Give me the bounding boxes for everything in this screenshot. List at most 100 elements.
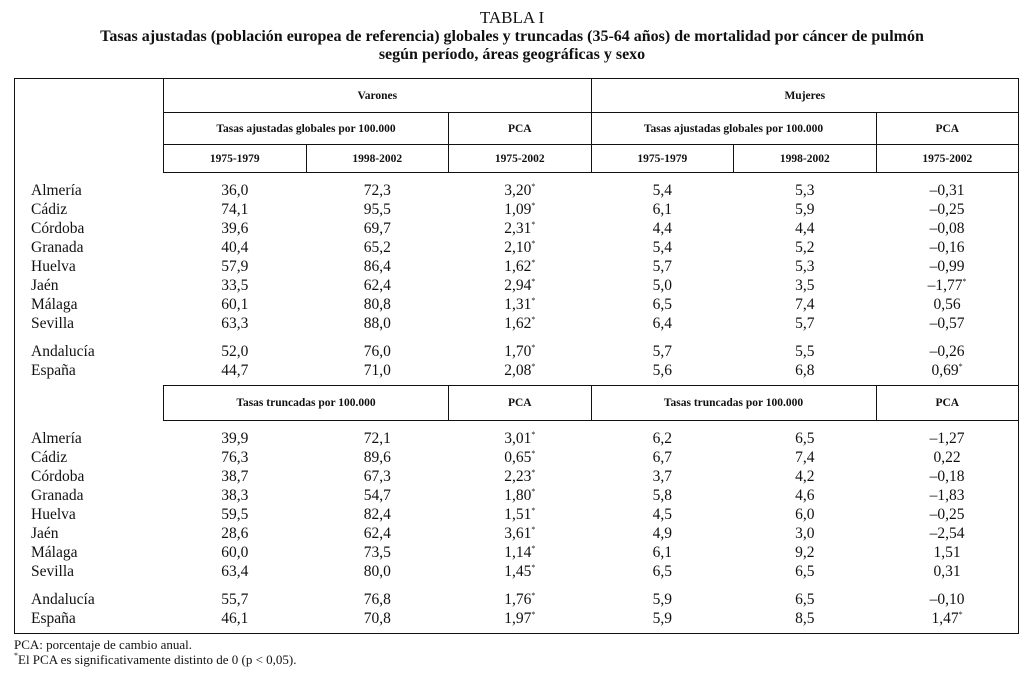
row-name: Jaén xyxy=(31,525,59,542)
data-row: Andalucía 55,7 76,8 1,76* 5,9 6,5 –0,10 xyxy=(15,581,1019,609)
cell: 60,1 xyxy=(221,296,249,313)
data-row: Málaga 60,0 73,5 1,14* 6,1 9,2 1,51 xyxy=(15,543,1019,562)
cell: 0,69* xyxy=(931,362,963,379)
cell: 1,62* xyxy=(504,315,536,332)
row-name: Córdoba xyxy=(31,220,85,237)
row-name: Málaga xyxy=(31,544,78,561)
cell: 6,5 xyxy=(795,563,815,580)
cell: 4,4 xyxy=(795,220,815,237)
cell: 52,0 xyxy=(221,343,249,360)
cell: 1,97* xyxy=(504,610,536,627)
row-name: Almería xyxy=(31,429,82,447)
cell: 6,0 xyxy=(795,506,815,523)
row-name: Sevilla xyxy=(31,563,75,580)
row-name: Huelva xyxy=(31,506,76,523)
blank-cell xyxy=(14,78,164,173)
period-header: 1975-2002 xyxy=(875,144,1020,173)
cell: 1,51* xyxy=(504,506,536,523)
cell: 5,7 xyxy=(652,258,672,275)
cell: 3,5 xyxy=(795,277,815,294)
cell: 5,2 xyxy=(795,239,815,256)
cell: 5,9 xyxy=(652,591,672,608)
cell: 28,6 xyxy=(221,525,249,542)
cell: 6,5 xyxy=(795,430,815,447)
blank-cell xyxy=(14,385,164,421)
cell: 39,6 xyxy=(221,220,249,237)
cell: –2,54 xyxy=(929,525,965,542)
cell: –0,18 xyxy=(929,468,965,485)
cell: 86,4 xyxy=(363,258,391,275)
period-header: 1975-1979 xyxy=(590,144,735,173)
cell: 2,10* xyxy=(504,239,536,256)
cell: 4,9 xyxy=(652,525,672,542)
cell: 82,4 xyxy=(363,506,391,523)
subheader: PCA xyxy=(875,112,1020,145)
cell: 80,0 xyxy=(363,563,391,580)
data-row: España 46,1 70,8 1,97* 5,9 8,5 1,47* xyxy=(15,609,1019,634)
footnote: PCA: porcentaje de cambio anual. xyxy=(14,637,192,652)
cell: 5,4 xyxy=(652,182,672,199)
subheader: PCA xyxy=(448,112,592,145)
cell: 8,5 xyxy=(795,610,815,627)
data-row: Andalucía 52,0 76,0 1,70* 5,7 5,5 –0,26 xyxy=(15,333,1019,361)
row-name: Almería xyxy=(31,181,82,199)
cell: 9,2 xyxy=(795,544,815,561)
cell: 76,0 xyxy=(363,343,391,360)
cell: 1,09* xyxy=(504,201,536,218)
cell: 72,3 xyxy=(363,182,391,199)
cell: 62,4 xyxy=(363,525,391,542)
cell: 4,6 xyxy=(795,487,815,504)
row-name: Andalucía xyxy=(31,343,95,360)
row-name: Andalucía xyxy=(31,591,95,608)
row-name: Granada xyxy=(31,239,84,256)
table-title: Tasas ajustadas (población europea de re… xyxy=(100,28,924,45)
cell: 0,31 xyxy=(933,563,961,580)
data-row: Cádiz 76,3 89,6 0,65* 6,7 7,4 0,22 xyxy=(15,448,1019,467)
cell: 73,5 xyxy=(363,544,391,561)
cell: 38,3 xyxy=(221,487,249,504)
cell: –0,31 xyxy=(929,182,965,199)
cell: 5,3 xyxy=(795,182,815,199)
cell: 0,56 xyxy=(933,296,961,313)
cell: 72,1 xyxy=(363,430,391,447)
data-row: Almería 36,0 72,3 3,20* 5,4 5,3 –0,31 xyxy=(15,173,1019,201)
cell: 5,7 xyxy=(652,343,672,360)
cell: –0,26 xyxy=(929,343,965,360)
data-table: Varones Mujeres Tasas ajustadas globales p… xyxy=(14,78,1020,634)
row-name: Córdoba xyxy=(31,468,85,485)
cell: 3,7 xyxy=(652,468,672,485)
data-row: Córdoba 39,6 69,7 2,31* 4,4 4,4 –0,08 xyxy=(15,219,1019,238)
cell: 3,0 xyxy=(795,525,815,542)
period-header: 1998-2002 xyxy=(733,144,877,173)
header-row: Varones Mujeres xyxy=(14,78,1020,173)
cell: 4,4 xyxy=(652,220,672,237)
table-title: según período, áreas geográficas y sexo xyxy=(378,46,646,63)
row-name: Granada xyxy=(31,487,84,504)
data-row: Cádiz 74,1 95,5 1,09* 6,1 5,9 –0,25 xyxy=(15,200,1019,219)
cell: 6,2 xyxy=(652,430,672,447)
cell: 46,1 xyxy=(221,610,249,627)
data-row: Jaén 33,5 62,4 2,94* 5,0 3,5 –1,77* xyxy=(15,276,1019,295)
period-header: 1975-2002 xyxy=(448,144,592,173)
data-row: Granada 38,3 54,7 1,80* 5,8 4,6 –1,83 xyxy=(15,486,1019,505)
data-row: Almería 39,9 72,1 3,01* 6,2 6,5 –1,27 xyxy=(15,421,1019,449)
cell: 65,2 xyxy=(363,239,391,256)
cell: 7,4 xyxy=(795,449,815,466)
cell: 5,9 xyxy=(652,610,672,627)
header: TABLA I Tasas ajustadas (población europ… xyxy=(0,0,1024,64)
period-row: 1975-1979 1998-2002 1975-2002 1975-1979 1998… xyxy=(15,144,1020,173)
cell: 36,0 xyxy=(221,182,249,199)
cell: 4,5 xyxy=(652,506,672,523)
cell: 5,7 xyxy=(795,315,815,332)
cell: 5,3 xyxy=(795,258,815,275)
cell: 6,1 xyxy=(652,544,672,561)
cell: 6,1 xyxy=(652,201,672,218)
subheader-row: Tasas truncadas por 100.000 PCA Tasas trun… xyxy=(14,385,1020,421)
row-name: Huelva xyxy=(31,258,76,275)
group-header: Varones xyxy=(163,78,592,113)
subheader: Tasas truncadas por 100.000 xyxy=(163,385,449,421)
footnote: *El PCA es significativamente distinto d… xyxy=(14,651,297,668)
cell: –0,57 xyxy=(929,315,965,332)
cell: 0,22 xyxy=(933,449,961,466)
